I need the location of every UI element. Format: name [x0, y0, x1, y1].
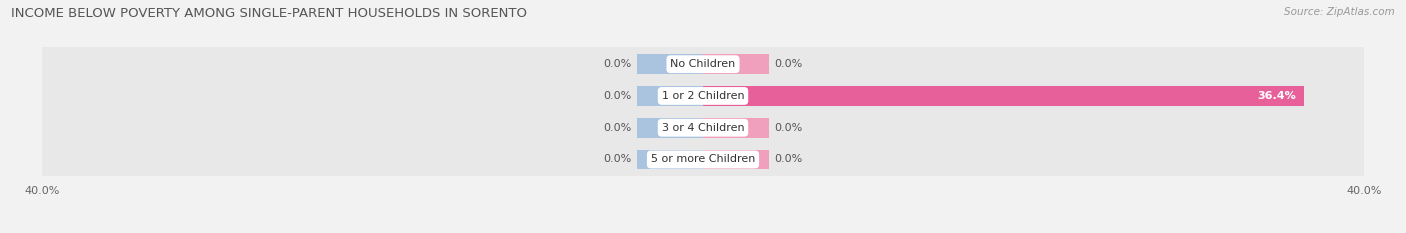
Bar	[637, 118, 703, 137]
Bar	[42, 79, 1364, 113]
Text: 3 or 4 Children: 3 or 4 Children	[662, 123, 744, 133]
Text: 5 or more Children: 5 or more Children	[651, 154, 755, 164]
Text: 36.4%: 36.4%	[1257, 91, 1296, 101]
Bar	[703, 118, 769, 137]
Bar	[637, 150, 703, 169]
Bar	[42, 143, 1364, 176]
Text: 0.0%: 0.0%	[775, 123, 803, 133]
Bar	[703, 86, 1305, 106]
Text: 0.0%: 0.0%	[603, 154, 631, 164]
Text: 0.0%: 0.0%	[603, 91, 631, 101]
Bar	[42, 111, 1364, 144]
Text: No Children: No Children	[671, 59, 735, 69]
Text: 0.0%: 0.0%	[603, 123, 631, 133]
Text: 0.0%: 0.0%	[775, 154, 803, 164]
Text: INCOME BELOW POVERTY AMONG SINGLE-PARENT HOUSEHOLDS IN SORENTO: INCOME BELOW POVERTY AMONG SINGLE-PARENT…	[11, 7, 527, 20]
Bar	[703, 54, 769, 74]
Bar	[637, 54, 703, 74]
Text: 1 or 2 Children: 1 or 2 Children	[662, 91, 744, 101]
Text: 0.0%: 0.0%	[775, 59, 803, 69]
Text: Source: ZipAtlas.com: Source: ZipAtlas.com	[1284, 7, 1395, 17]
Text: 0.0%: 0.0%	[603, 59, 631, 69]
Bar	[42, 48, 1364, 81]
Bar	[637, 86, 703, 106]
Bar	[703, 150, 769, 169]
